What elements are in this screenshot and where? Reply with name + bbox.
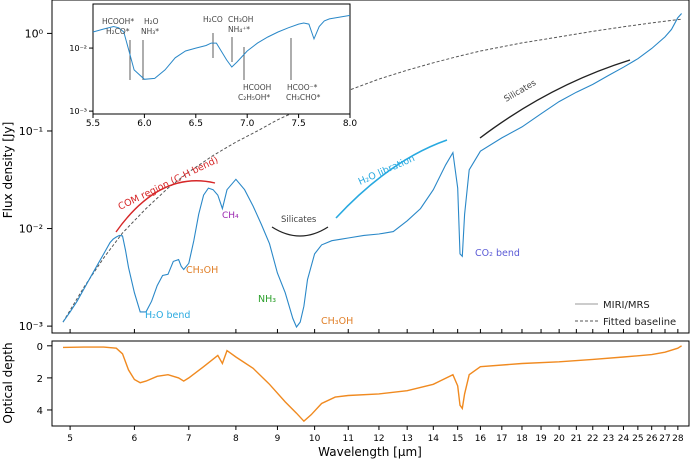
main-y-tick-label: 10⁰ — [25, 27, 44, 40]
inset-label-h2o: H₂O — [144, 17, 159, 26]
optical-depth-panel: 024 Optical depth 5 6 7 8 9 10 11 12 13 14 15 16 17 1… — [1, 329, 690, 459]
inset-x-tick-label: 7.5 — [291, 119, 305, 129]
main-y-axis-label: Flux density [Jy] — [1, 122, 15, 219]
x-tick-label: 22 — [587, 434, 598, 444]
x-tick-label: 10 — [309, 434, 321, 444]
nh3-label: NH₃ — [258, 294, 276, 305]
optical-depth-y-tick-label: 0 — [37, 342, 43, 353]
x-tick-label: 17 — [496, 434, 507, 444]
inset-x-tick-label: 6.5 — [189, 119, 203, 129]
inset-x-tick-label: 5.5 — [86, 119, 100, 129]
ch3oh-label-1: CH₃OH — [186, 265, 218, 276]
optical-depth-y-axis-label: Optical depth — [1, 342, 15, 423]
inset-axes-frame — [92, 3, 351, 115]
x-tick-label: 8 — [233, 434, 239, 444]
x-tick-label: 5 — [67, 434, 73, 444]
inset-x-tick-label: 6.0 — [137, 119, 152, 129]
x-tick-label: 9 — [275, 434, 281, 444]
x-tick-label: 13 — [401, 434, 412, 444]
h2o-bend-label: H₂O bend — [145, 310, 190, 321]
inset-label-ch3cho: CH₃CHO* — [286, 93, 321, 102]
x-tick-label: 12 — [373, 434, 384, 444]
x-tick-label: 15 — [452, 434, 463, 444]
com-region-label: COM region (C-H bend) — [116, 155, 220, 213]
inset-label-c2h5oh: C₂H₅OH* — [238, 93, 270, 102]
silicates-arc-1 — [271, 226, 329, 237]
inset-label-h2co: H₂CO* — [106, 27, 130, 36]
x-tick-label: 28 — [672, 434, 684, 444]
inset-spectrum-line — [92, 14, 351, 80]
inset-label-hcoo: HCOO⁻* — [287, 83, 318, 92]
main-axes-frame — [51, 0, 690, 334]
x-tick-label: 11 — [343, 434, 354, 444]
co2-bend-label: CO₂ bend — [475, 248, 520, 259]
optical-depth-line — [62, 345, 682, 423]
x-tick-label: 26 — [646, 434, 658, 444]
miri-spectrum-line — [62, 13, 683, 329]
main-y-ticks: 10⁰ 10⁻¹ 10⁻² 10⁻³ — [19, 27, 52, 333]
x-ticks: 5 6 7 8 9 10 11 12 13 14 15 16 17 18 19 20 21 22 23 24 25 26 2… — [67, 329, 684, 444]
x-tick-label: 18 — [516, 434, 528, 444]
optical-depth-y-ticks: 0 2 4 — [37, 342, 52, 417]
silicates-label-2: Silicates — [503, 78, 539, 105]
inset-panel: 10⁻² 10⁻³ 5.5 6.0 6.5 7.0 7.5 8.0 HCOOH* H₂CO*… — [69, 3, 358, 129]
h2o-libration-arc — [335, 139, 448, 219]
com-region-arc — [115, 180, 216, 233]
ch4-label: CH₄ — [222, 211, 239, 221]
inset-label-nh3: NH₃* — [141, 27, 159, 36]
x-tick-label: 7 — [186, 434, 192, 444]
main-y-tick-label: 10⁻¹ — [19, 125, 43, 138]
inset-x-tick-label: 7.0 — [240, 119, 255, 129]
optical-depth-y-tick-label: 4 — [37, 406, 43, 417]
inset-label-ch3oh: CH₃OH — [228, 15, 253, 24]
legend-baseline-label: Fitted baseline — [603, 317, 676, 328]
x-tick-label: 27 — [659, 434, 670, 444]
inset-x-ticks: 5.5 6.0 6.5 7.0 7.5 8.0 — [86, 114, 358, 129]
x-tick-label: 23 — [603, 434, 614, 444]
optical-depth-y-tick-label: 2 — [37, 374, 43, 385]
inset-label-nh4: NH₄⁺* — [228, 25, 250, 34]
optical-depth-axes-frame — [51, 340, 690, 427]
inset-label-h2co-2: H₂CO — [203, 15, 223, 24]
legend: MIRI/MRS Fitted baseline — [575, 300, 676, 328]
inset-marker-lines — [129, 33, 292, 80]
silicates-label-1: Silicates — [281, 215, 317, 225]
main-y-tick-label: 10⁻³ — [19, 320, 43, 333]
x-tick-label: 16 — [475, 434, 487, 444]
silicates-arc-2 — [479, 59, 631, 139]
x-tick-label: 14 — [428, 434, 440, 444]
x-tick-label: 25 — [632, 434, 643, 444]
x-tick-label: 21 — [571, 434, 582, 444]
x-tick-label: 6 — [132, 434, 138, 444]
x-axis-label: Wavelength [μm] — [318, 445, 422, 459]
inset-y-ticks: 10⁻² 10⁻³ — [69, 44, 93, 116]
x-tick-label: 19 — [535, 434, 547, 444]
inset-label-hcooh-2: HCOOH — [243, 83, 271, 92]
main-y-tick-label: 10⁻² — [19, 223, 43, 236]
x-tick-label: 20 — [553, 434, 565, 444]
legend-miri-label: MIRI/MRS — [603, 300, 650, 311]
ch3oh-label-2: CH₃OH — [321, 316, 353, 327]
inset-y-tick-label: 10⁻² — [69, 44, 87, 53]
inset-label-hcooh: HCOOH* — [102, 17, 134, 26]
h2o-libration-label: H₂O libration — [357, 153, 417, 188]
x-tick-label: 24 — [618, 434, 630, 444]
inset-x-tick-label: 8.0 — [343, 119, 358, 129]
inset-y-tick-label: 10⁻³ — [69, 107, 87, 116]
